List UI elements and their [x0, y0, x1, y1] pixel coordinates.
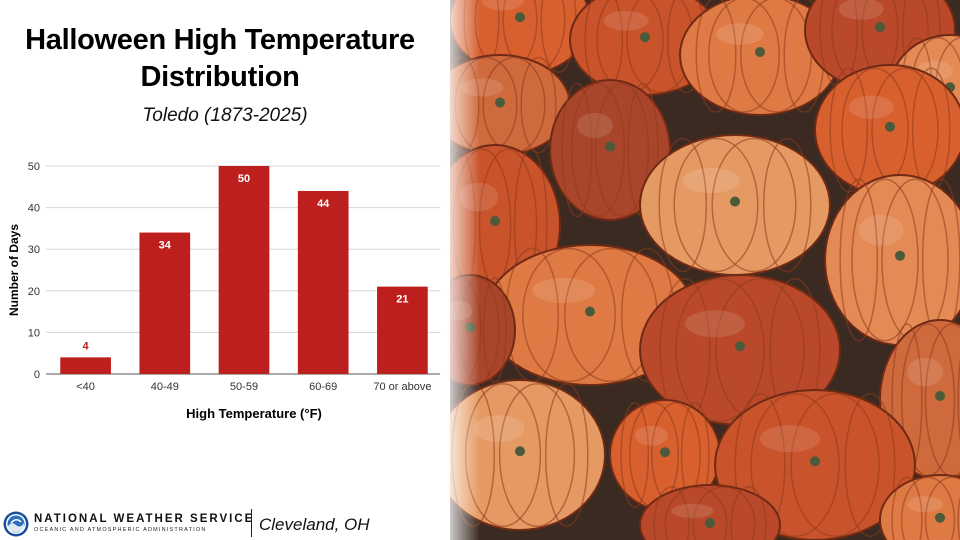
data-label: 4 — [83, 340, 90, 352]
pumpkin-photo — [440, 0, 960, 540]
y-tick-label: 40 — [28, 203, 40, 215]
y-tick-label: 20 — [28, 286, 40, 298]
left-panel: Halloween High Temperature Distribution … — [0, 0, 450, 540]
org-subtitle: OCEANIC AND ATMOSPHERIC ADMINISTRATION — [34, 527, 207, 533]
photo-fade — [440, 0, 480, 540]
x-axis-title: High Temperature (°F) — [186, 406, 322, 421]
footer-divider — [251, 509, 252, 537]
bar — [297, 190, 349, 374]
pumpkin-icon — [879, 319, 960, 481]
pumpkin-icon — [879, 474, 960, 540]
chart-title: Halloween High Temperature Distribution — [0, 22, 440, 96]
bar — [218, 166, 270, 374]
x-tick-label: <40 — [76, 381, 95, 393]
chart-subtitle: Toledo (1873-2025) — [142, 105, 308, 126]
x-tick-label: 70 or above — [373, 381, 431, 393]
data-label: 44 — [317, 198, 330, 210]
y-tick-label: 0 — [34, 369, 40, 381]
pumpkin-icon — [639, 134, 831, 276]
data-label: 21 — [396, 294, 408, 306]
title-line-1: Halloween High Temperature — [25, 24, 415, 56]
bar — [377, 286, 428, 374]
bar — [139, 232, 191, 374]
data-label: 50 — [238, 173, 250, 185]
data-label: 34 — [159, 240, 172, 252]
title-line-2: Distribution — [140, 61, 300, 93]
office-name: Cleveland, OH — [259, 515, 370, 534]
x-tick-label: 50-59 — [230, 381, 258, 393]
x-tick-label: 60-69 — [309, 381, 337, 393]
pumpkin-icon — [679, 0, 841, 116]
footer: NATIONAL WEATHER SERVICE OCEANIC AND ATM… — [0, 505, 450, 540]
y-axis-title: Number of Days — [7, 224, 21, 316]
pumpkin-icon — [440, 379, 606, 531]
pumpkin-icon — [609, 399, 721, 511]
bar-chart: 0 10 20 30 40 50 4 <40 34 40-49 50 50-59 44 60-69 21 70… — [7, 161, 442, 421]
y-tick-label: 30 — [28, 244, 40, 256]
bar — [60, 357, 111, 374]
nws-logo-icon — [3, 511, 29, 537]
pumpkin-icon — [814, 64, 960, 196]
pumpkin-icon — [639, 274, 841, 426]
pumpkins-image — [440, 0, 960, 540]
y-tick-label: 50 — [28, 161, 40, 173]
org-name: NATIONAL WEATHER SERVICE — [34, 513, 255, 525]
pumpkin-icon — [824, 174, 960, 346]
y-tick-label: 10 — [28, 327, 40, 339]
pumpkin-icon — [639, 484, 781, 540]
x-tick-label: 40-49 — [151, 381, 179, 393]
